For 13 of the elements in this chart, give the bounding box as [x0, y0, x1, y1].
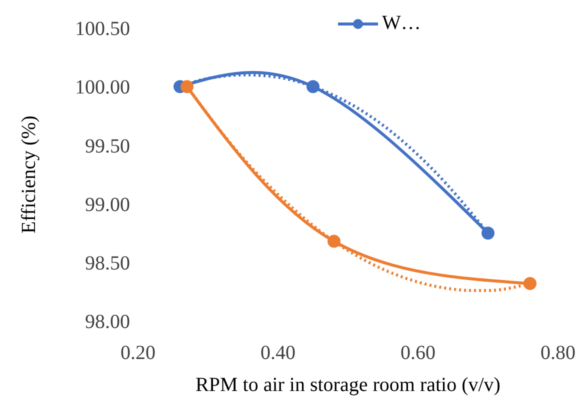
y-axis-title: Efficiency (%) [18, 116, 40, 234]
y-tick-label: 98.50 [85, 252, 130, 274]
y-tick-label: 100.50 [75, 18, 130, 40]
y-tick-label: 100.00 [75, 76, 130, 99]
x-axis-title: RPM to air in storage room ratio (v/v) [196, 374, 500, 396]
y-tick-label: 99.50 [85, 135, 130, 158]
legend-label: W… [382, 12, 421, 35]
x-tick-label: 0.80 [540, 342, 576, 364]
x-tick-label: 0.40 [260, 342, 296, 364]
x-tick-label: 0.20 [120, 342, 156, 364]
y-tick-label: 98.00 [85, 311, 130, 334]
y-tick-label: 99.00 [85, 194, 130, 216]
x-tick-label: 0.60 [400, 342, 436, 364]
